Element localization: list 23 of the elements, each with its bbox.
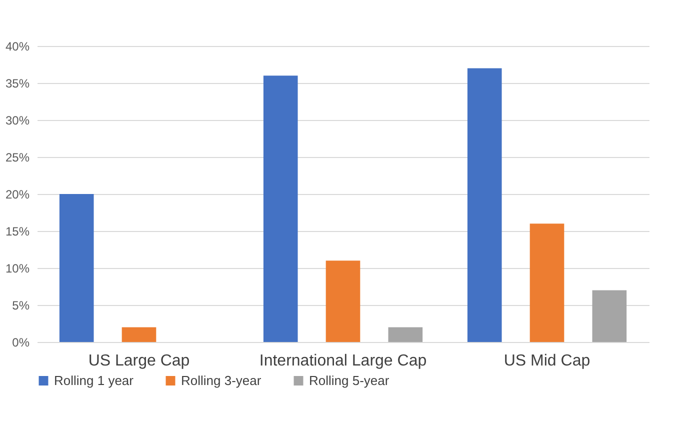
y-tick-label: 20% (5, 188, 30, 202)
bar (592, 290, 627, 342)
y-tick-label: 15% (5, 224, 30, 238)
bar (467, 68, 502, 342)
bar (122, 327, 156, 342)
x-tick-label: US Mid Cap (504, 352, 590, 370)
y-tick-label: 40% (5, 40, 30, 54)
legend-label: Rolling 5-year (309, 372, 390, 388)
y-tick-label: 30% (5, 114, 30, 128)
bar (530, 224, 564, 342)
legend-label: Rolling 1 year (54, 372, 134, 388)
bar (388, 327, 423, 342)
y-tick-label: 25% (5, 150, 30, 164)
bar (263, 76, 298, 342)
x-tick-label: US Large Cap (88, 352, 190, 370)
y-tick-label: 35% (5, 76, 30, 90)
bar (59, 194, 94, 342)
legend-label: Rolling 3-year (181, 372, 262, 388)
y-tick-label: 10% (5, 262, 30, 276)
y-tick-label: 0% (12, 336, 30, 350)
bar (326, 260, 360, 342)
y-tick-label: 5% (12, 298, 30, 312)
x-tick-label: International Large Cap (259, 352, 427, 370)
